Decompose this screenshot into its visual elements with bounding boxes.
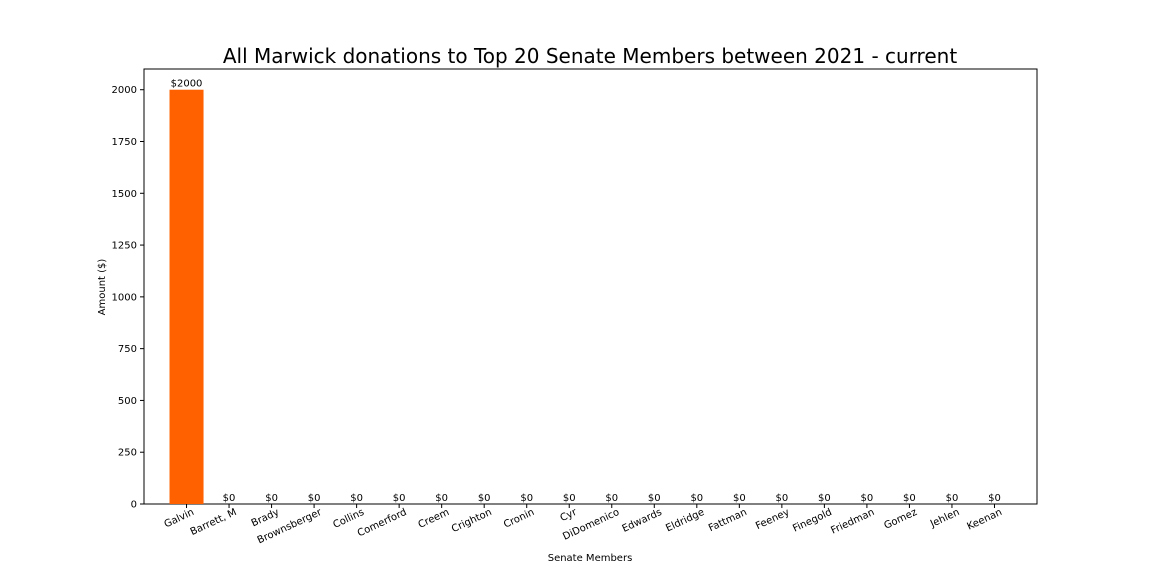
data-label: $0 bbox=[988, 493, 1001, 504]
x-tick-label: Barrett, M bbox=[189, 507, 239, 538]
data-label: $0 bbox=[775, 493, 788, 504]
data-label: $0 bbox=[605, 493, 618, 504]
data-label: $0 bbox=[563, 493, 576, 504]
y-tick-label: 0 bbox=[131, 500, 137, 511]
x-tick-label: Keenan bbox=[966, 507, 1004, 533]
x-tick-label: Creem bbox=[417, 507, 451, 531]
x-tick-label: Cyr bbox=[559, 507, 580, 525]
x-tick-label: Friedman bbox=[829, 507, 876, 537]
data-label: $0 bbox=[435, 493, 448, 504]
plot-frame bbox=[143, 68, 1038, 505]
x-tick-label: Jehlen bbox=[928, 507, 961, 530]
data-label: $0 bbox=[861, 493, 874, 504]
x-tick-label: Finegold bbox=[791, 507, 834, 535]
x-tick-label: Crighton bbox=[450, 507, 494, 535]
data-label: $0 bbox=[946, 493, 959, 504]
x-tick-label: Feeney bbox=[754, 507, 791, 532]
data-label: $0 bbox=[350, 493, 363, 504]
chart-title: All Marwick donations to Top 20 Senate M… bbox=[223, 44, 957, 68]
y-tick-label: 1000 bbox=[112, 292, 137, 303]
y-tick-label: 1250 bbox=[112, 241, 137, 252]
data-label: $0 bbox=[648, 493, 661, 504]
x-tick-label: Comerford bbox=[356, 507, 409, 539]
y-tick-label: 1750 bbox=[112, 137, 137, 148]
x-axis-label: Senate Members bbox=[548, 553, 633, 564]
data-label: $0 bbox=[393, 493, 406, 504]
bar bbox=[169, 89, 204, 504]
y-tick-label: 250 bbox=[118, 448, 137, 459]
x-tick-label: Eldridge bbox=[664, 507, 706, 534]
data-label: $0 bbox=[690, 493, 703, 504]
plot-area: 025050075010001250150017502000Galvin$200… bbox=[112, 68, 1038, 546]
y-tick-label: 500 bbox=[118, 396, 137, 407]
x-tick-label: Gomez bbox=[882, 507, 918, 532]
data-label: $0 bbox=[265, 493, 278, 504]
data-label: $0 bbox=[308, 493, 321, 504]
data-label: $0 bbox=[818, 493, 831, 504]
data-label: $0 bbox=[478, 493, 491, 504]
data-label: $0 bbox=[903, 493, 916, 504]
x-tick-label: Cronin bbox=[502, 507, 536, 531]
data-label: $0 bbox=[223, 493, 236, 504]
data-label: $0 bbox=[520, 493, 533, 504]
data-label: $2000 bbox=[171, 79, 203, 90]
y-tick-label: 750 bbox=[118, 344, 137, 355]
y-tick-label: 1500 bbox=[112, 189, 137, 200]
x-tick-label: Edwards bbox=[621, 507, 664, 535]
y-axis-label: Amount ($) bbox=[97, 259, 108, 316]
data-label: $0 bbox=[733, 493, 746, 504]
y-tick-label: 2000 bbox=[112, 85, 137, 96]
x-tick-label: Fattman bbox=[707, 507, 749, 534]
